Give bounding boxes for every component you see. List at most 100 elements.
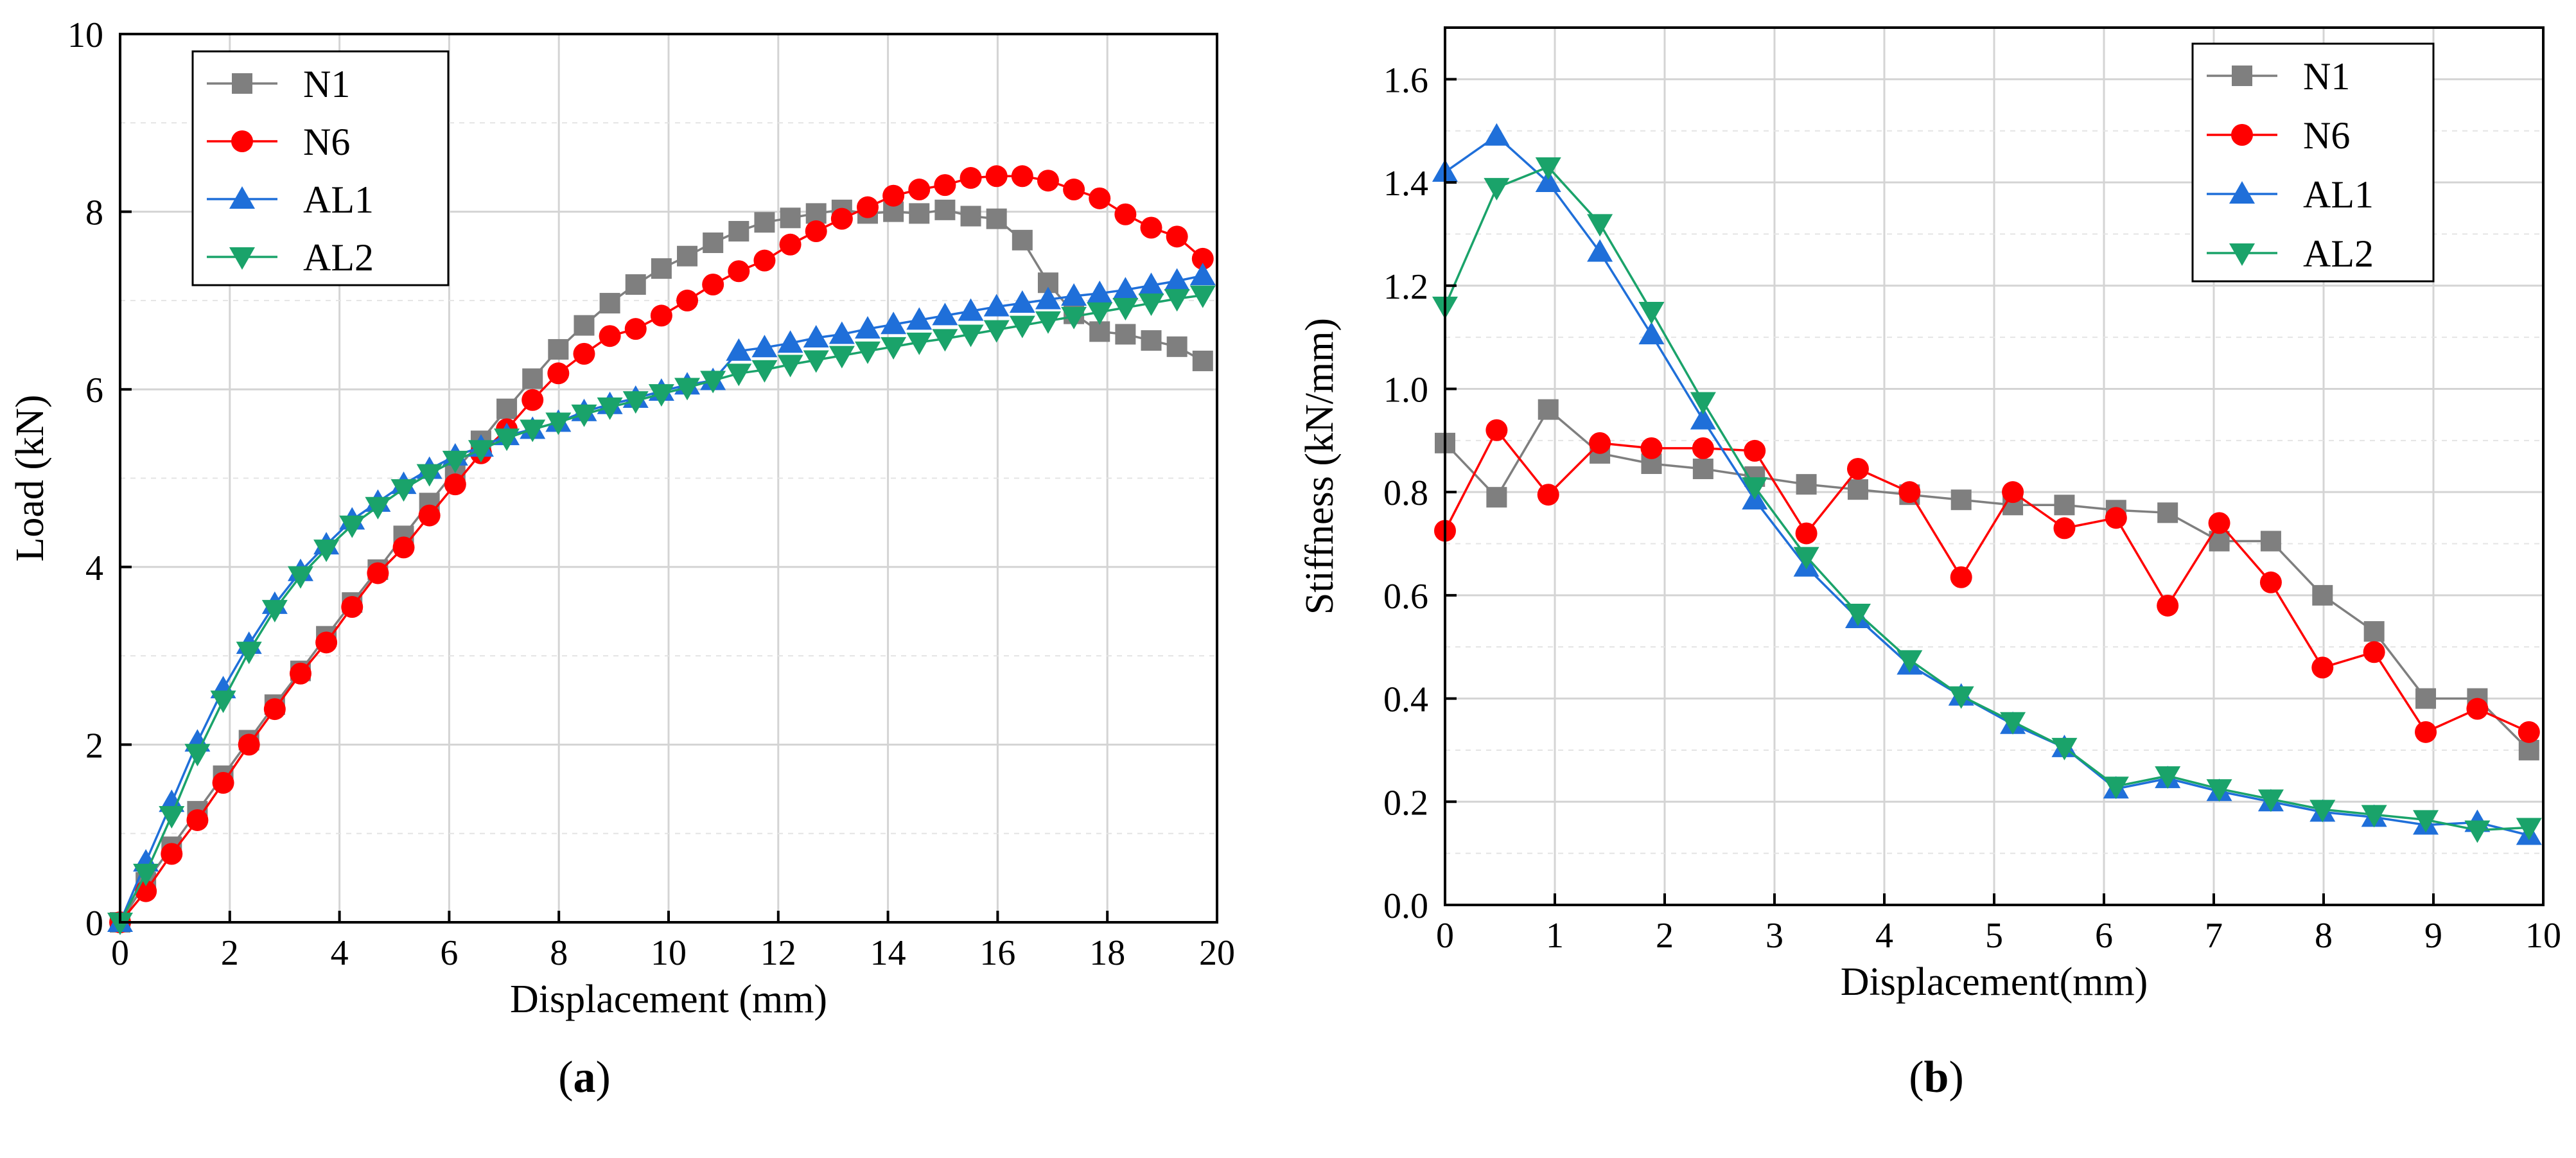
data-point-al2: [287, 566, 313, 589]
data-point-n6: [2157, 594, 2179, 617]
data-point-n6: [857, 196, 879, 218]
caption-close: ): [1949, 1053, 1963, 1102]
x-tick-label: 6: [2095, 916, 2113, 956]
data-point-n6: [2518, 721, 2540, 743]
data-point-n6: [1744, 439, 1766, 462]
data-point-n1: [2054, 495, 2075, 516]
data-point-al2: [2206, 779, 2232, 802]
x-tick-label: 2: [1656, 916, 1674, 956]
data-point-al2: [881, 337, 907, 360]
series-line-n6: [1444, 428, 2530, 734]
y-tick-label: 0.8: [1383, 473, 1428, 513]
data-point-n1: [1012, 229, 1033, 250]
data-point-n6: [367, 562, 389, 584]
data-point-al2: [648, 384, 674, 407]
y-tick-label: 2: [85, 726, 103, 766]
data-point-al2: [597, 397, 623, 420]
data-point-n1: [934, 199, 956, 220]
data-point-al2: [1793, 547, 1819, 570]
data-point-n6: [161, 843, 183, 865]
data-point-al2: [520, 419, 546, 443]
data-point-al1: [1164, 268, 1190, 291]
data-point-al2: [1035, 311, 1061, 334]
data-point-al1: [906, 307, 933, 330]
series-al2: [107, 285, 1216, 935]
data-point-n6: [2363, 641, 2385, 663]
data-point-n6: [238, 733, 260, 756]
y-tick-label: 0: [85, 904, 103, 943]
legend-item-al2: AL2: [207, 236, 374, 279]
data-point-n1: [599, 293, 620, 314]
data-point-al2: [442, 450, 468, 473]
data-point-n1: [2312, 584, 2333, 606]
data-point-n6: [1950, 566, 1972, 588]
data-point-al2: [2413, 810, 2439, 833]
data-point-al2: [1844, 604, 1871, 627]
data-point-al2: [107, 913, 133, 935]
data-point-al2: [1138, 294, 1164, 317]
legend-label: N6: [2303, 114, 2350, 157]
x-tick-label: 0: [1436, 916, 1454, 956]
legend-marker: [232, 73, 252, 94]
data-point-n1: [574, 315, 595, 336]
x-tick-label: 1: [1546, 916, 1564, 956]
data-point-al1: [1087, 280, 1113, 303]
data-point-al2: [494, 428, 520, 452]
data-point-n6: [753, 249, 776, 272]
x-tick-label: 20: [1199, 933, 1235, 973]
data-point-n6: [702, 274, 724, 296]
data-point-al2: [184, 744, 211, 767]
data-point-n6: [1898, 481, 1921, 504]
data-point-n6: [1166, 225, 1188, 248]
data-point-n6: [779, 233, 802, 256]
data-point-n6: [805, 220, 827, 243]
data-point-n1: [2363, 621, 2385, 642]
data-point-al2: [2000, 712, 2026, 735]
data-point-al2: [2257, 789, 2284, 812]
data-point-al2: [390, 479, 417, 502]
series-line-n1: [1444, 407, 2530, 751]
legend: N1 N6 AL1 AL2: [191, 50, 450, 286]
y-axis-title: Stiffness (kN/mm): [1298, 318, 1342, 615]
data-point-al1: [1484, 123, 1510, 146]
data-point-al2: [416, 464, 442, 487]
data-point-al2: [751, 360, 778, 383]
data-point-n1: [1115, 324, 1136, 345]
x-tick-label: 0: [111, 933, 129, 973]
data-point-al1: [855, 316, 881, 339]
y-tick-label: 1.6: [1383, 60, 1428, 100]
data-point-al2: [159, 806, 185, 829]
data-point-n1: [1950, 489, 1972, 511]
data-point-al2: [906, 332, 933, 355]
data-point-al2: [1061, 306, 1087, 329]
data-point-n1: [754, 212, 775, 233]
data-point-n6: [1140, 216, 1162, 239]
caption-open: (: [558, 1053, 573, 1102]
y-axis-title: Load (kN): [8, 395, 52, 562]
data-point-al2: [1087, 302, 1113, 325]
data-point-al2: [777, 355, 803, 378]
data-point-n6: [650, 304, 672, 327]
data-point-al1: [777, 330, 803, 353]
data-point-al1: [932, 303, 958, 326]
data-point-n1: [780, 207, 801, 229]
data-point-n1: [2157, 502, 2178, 523]
panel-caption: (b): [1909, 1053, 1964, 1102]
data-point-al2: [210, 690, 236, 714]
data-point-n1: [1166, 336, 1187, 357]
data-point-n1: [2260, 531, 2281, 552]
data-point-al2: [1742, 477, 1768, 500]
data-point-al2: [983, 320, 1010, 343]
data-point-al2: [365, 496, 391, 520]
data-point-n6: [1589, 432, 1611, 454]
legend-item-n6: N6: [207, 121, 350, 163]
data-point-n6: [2208, 512, 2230, 534]
data-point-n6: [2053, 517, 2076, 540]
legend-marker: [231, 130, 253, 152]
legend-label: AL2: [303, 236, 374, 279]
legend-label: AL1: [303, 179, 374, 221]
legend-label: AL2: [2303, 232, 2374, 275]
data-point-al1: [1587, 239, 1613, 262]
